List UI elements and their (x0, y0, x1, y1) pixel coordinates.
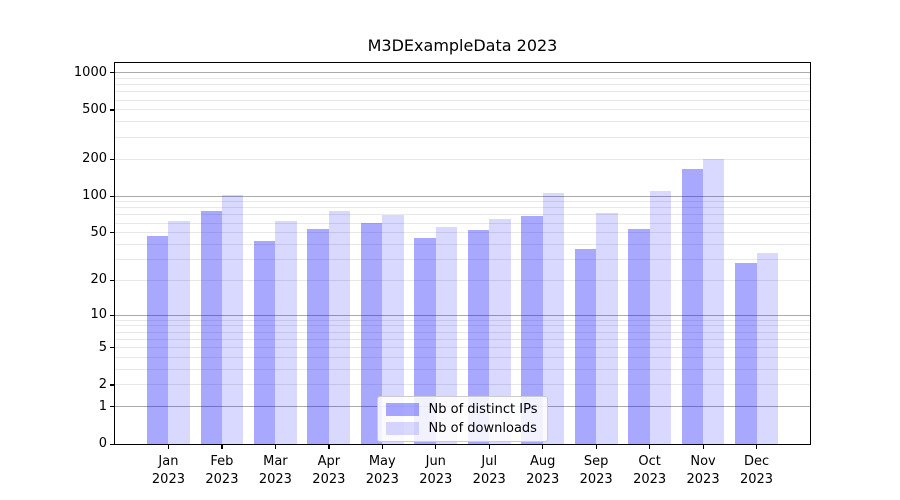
gridline-minor (115, 325, 810, 327)
y-tick-label: 500 (82, 102, 107, 118)
x-tick-mark (221, 445, 223, 449)
bar-distinct-ips (681, 169, 704, 444)
gridline-minor (115, 214, 810, 216)
x-tick-mark (702, 445, 704, 449)
gridline-minor (115, 338, 810, 340)
bars-layer (115, 63, 810, 444)
gridline-major (115, 195, 810, 197)
y-tick-label: 100 (82, 188, 107, 204)
x-tick-mark (542, 445, 544, 449)
gridline-minor (115, 384, 810, 386)
gridline-minor (115, 331, 810, 333)
chart-title: M3DExampleData 2023 (367, 36, 558, 55)
bar-downloads (275, 220, 297, 444)
legend-label-distinct-ips: Nb of distinct IPs (428, 402, 538, 417)
bar-downloads (328, 211, 351, 444)
gridline-minor (115, 77, 810, 79)
legend: Nb of distinct IPs Nb of downloads (376, 396, 549, 442)
bar-distinct-ips (307, 228, 329, 444)
x-tick-label: Jul 2023 (472, 454, 506, 487)
bar-distinct-ips (360, 223, 383, 444)
bar-downloads (489, 218, 511, 444)
legend-swatch-distinct-ips (385, 403, 419, 416)
gridline-minor (115, 121, 810, 123)
x-tick-label: Mar 2023 (258, 454, 292, 487)
bar-distinct-ips (467, 229, 490, 444)
x-tick-label: Jan 2023 (151, 454, 185, 487)
gridline-minor (115, 158, 810, 160)
x-tick-label: Sep 2023 (579, 454, 613, 487)
bar-downloads (435, 226, 458, 444)
x-tick-label: Feb 2023 (205, 454, 239, 487)
gridline-minor (115, 222, 810, 224)
bar-distinct-ips (574, 248, 597, 444)
x-tick-label: Aug 2023 (526, 454, 560, 487)
y-tick-label: 0 (98, 436, 107, 452)
bar-downloads (542, 192, 565, 444)
bar-downloads (703, 159, 725, 444)
grid-layer (115, 63, 810, 444)
legend-item-downloads: Nb of downloads (385, 421, 538, 436)
bar-downloads (756, 252, 778, 444)
y-tick-label: 2 (98, 377, 107, 393)
x-tick-mark (595, 445, 597, 449)
gridline-minor (115, 84, 810, 86)
x-tick-label: May 2023 (365, 454, 399, 487)
x-tick-mark (435, 445, 437, 449)
legend-swatch-downloads (385, 422, 419, 435)
legend-label-downloads: Nb of downloads (428, 421, 537, 436)
gridline-minor (115, 319, 810, 321)
bar-distinct-ips (200, 211, 222, 444)
gridline-minor (115, 99, 810, 101)
gridline-minor (115, 369, 810, 370)
gridline-minor (115, 232, 810, 234)
gridline-minor (115, 357, 810, 359)
bar-distinct-ips (735, 263, 757, 444)
gridline-minor (115, 279, 810, 281)
x-tick-mark (488, 445, 490, 449)
y-tick-label: 1 (98, 398, 107, 414)
bar-distinct-ips (147, 236, 169, 444)
bar-distinct-ips (521, 215, 543, 444)
y-tick-label: 50 (90, 224, 107, 240)
gridline-major (115, 72, 810, 74)
bar-distinct-ips (254, 240, 276, 444)
x-tick-mark (167, 445, 170, 449)
plot-area: Nb of distinct IPs Nb of downloads (114, 62, 811, 445)
gridline-major (115, 314, 810, 316)
x-tick-label: Dec 2023 (739, 454, 774, 487)
x-tick-mark (328, 445, 330, 449)
x-tick-mark (756, 445, 758, 449)
x-tick-mark (649, 445, 651, 449)
y-tick-label: 200 (82, 151, 107, 167)
bar-downloads (221, 194, 244, 444)
x-tick-mark (274, 445, 277, 449)
bar-distinct-ips (628, 228, 650, 444)
x-tick-label: Apr 2023 (312, 454, 346, 487)
gridline-minor (115, 91, 810, 93)
x-tick-label: Oct 2023 (633, 454, 667, 487)
gridline-minor (115, 207, 810, 209)
legend-item-distinct-ips: Nb of distinct IPs (385, 402, 538, 417)
gridline-minor (115, 136, 810, 138)
gridline-minor (115, 258, 810, 260)
x-tick-label: Nov 2023 (686, 454, 720, 487)
gridline-minor (115, 347, 810, 349)
x-tick-label: Jun 2023 (419, 454, 453, 487)
gridline-minor (115, 243, 810, 245)
x-tick-mark (381, 445, 383, 449)
gridline-minor (115, 109, 810, 111)
y-tick-label: 1000 (73, 65, 107, 81)
gridline-minor (115, 201, 810, 203)
bar-downloads (596, 213, 618, 444)
bar-distinct-ips (414, 238, 436, 444)
bar-downloads (649, 190, 671, 444)
y-tick-label: 5 (98, 339, 107, 355)
bar-downloads (168, 220, 190, 444)
y-tick-label: 20 (90, 272, 107, 288)
bar-downloads (382, 214, 404, 444)
y-tick-label: 10 (90, 307, 107, 323)
